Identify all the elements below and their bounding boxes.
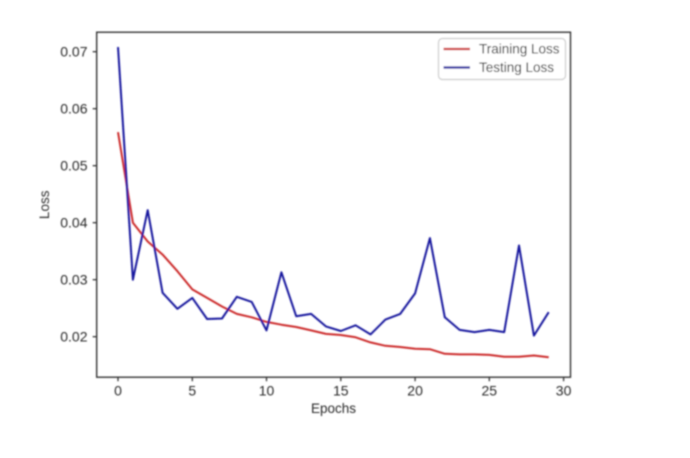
svg-text:0.05: 0.05 <box>60 158 87 174</box>
svg-text:Testing Loss: Testing Loss <box>479 60 554 75</box>
svg-text:Epochs: Epochs <box>311 401 356 416</box>
svg-text:25: 25 <box>482 383 498 399</box>
svg-text:30: 30 <box>556 383 572 399</box>
svg-text:5: 5 <box>188 383 196 399</box>
svg-text:Training Loss: Training Loss <box>479 42 560 57</box>
svg-text:Loss: Loss <box>37 190 52 219</box>
svg-text:0: 0 <box>114 383 122 399</box>
svg-text:15: 15 <box>333 383 349 399</box>
svg-text:0.03: 0.03 <box>60 272 87 288</box>
svg-text:0.04: 0.04 <box>60 215 87 231</box>
svg-text:0.07: 0.07 <box>60 44 87 60</box>
svg-text:0.06: 0.06 <box>60 101 87 117</box>
svg-text:20: 20 <box>407 383 423 399</box>
svg-text:10: 10 <box>259 383 275 399</box>
svg-text:0.02: 0.02 <box>60 329 87 345</box>
